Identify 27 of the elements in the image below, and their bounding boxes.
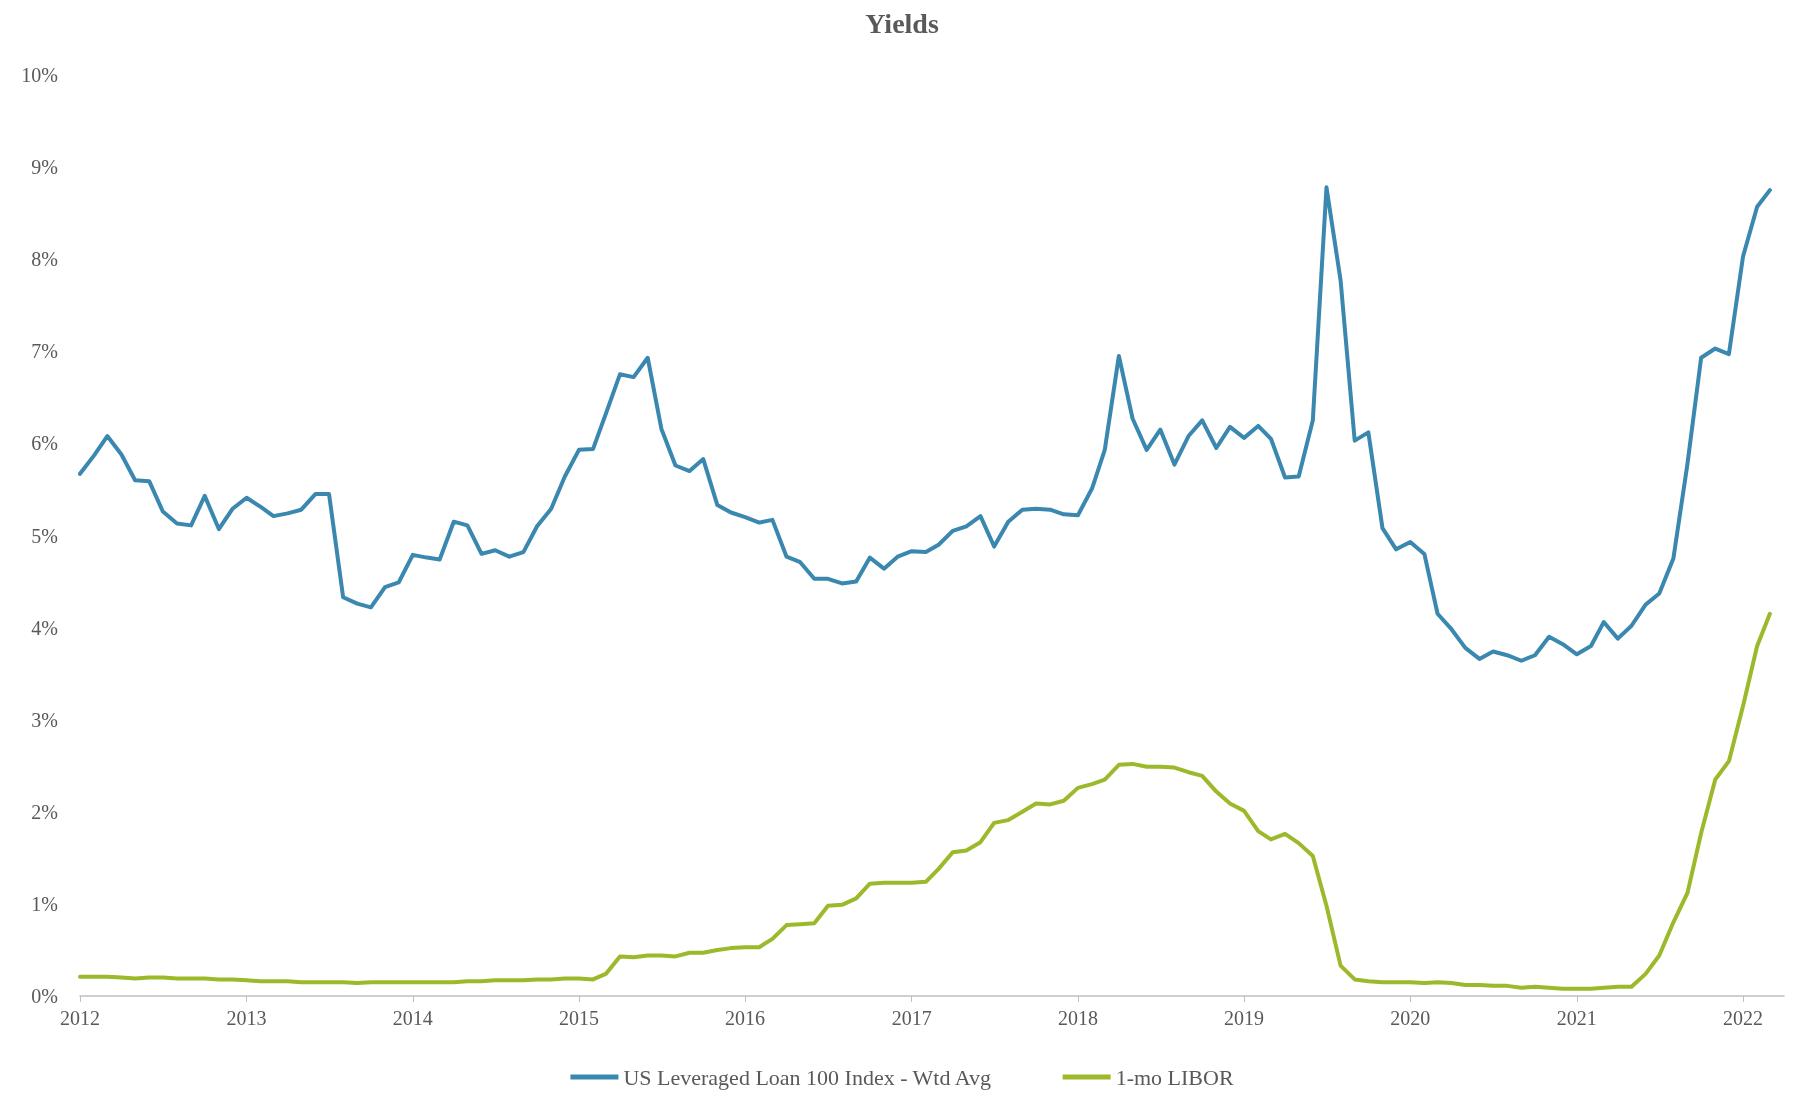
x-tick-label: 2022 <box>1723 1007 1764 1029</box>
y-tick-label: 8% <box>31 248 58 271</box>
y-tick-label: 10% <box>21 64 58 86</box>
legend-label: US Leveraged Loan 100 Index - Wtd Avg <box>623 1064 992 1090</box>
y-tick-label: 6% <box>31 432 58 455</box>
chart-title: Yields <box>865 7 939 39</box>
line-series <box>78 611 1772 991</box>
x-tick-label: 2017 <box>891 1007 932 1029</box>
x-tick-label: 2012 <box>60 1007 100 1029</box>
y-tick-label: 3% <box>31 708 58 731</box>
x-tick-label: 2018 <box>1057 1007 1098 1029</box>
x-tick-label: 2014 <box>392 1007 433 1029</box>
y-tick-label: 0% <box>31 985 58 1007</box>
y-tick-label: 4% <box>31 616 58 639</box>
x-tick-label: 2016 <box>725 1007 766 1029</box>
line-series <box>78 185 1772 663</box>
y-tick-label: 1% <box>31 892 58 915</box>
x-tick-label: 2013 <box>226 1007 267 1029</box>
x-tick-label: 2020 <box>1390 1007 1431 1029</box>
x-tick-label: 2021 <box>1556 1007 1597 1029</box>
legend-label: 1-mo LIBOR <box>1115 1064 1234 1090</box>
x-tick-label: 2015 <box>558 1007 599 1029</box>
y-tick-label: 2% <box>31 800 58 823</box>
x-tick-label: 2019 <box>1224 1007 1265 1029</box>
y-tick-label: 7% <box>31 340 58 363</box>
y-tick-label: 5% <box>31 524 58 547</box>
y-tick-label: 9% <box>31 156 58 179</box>
